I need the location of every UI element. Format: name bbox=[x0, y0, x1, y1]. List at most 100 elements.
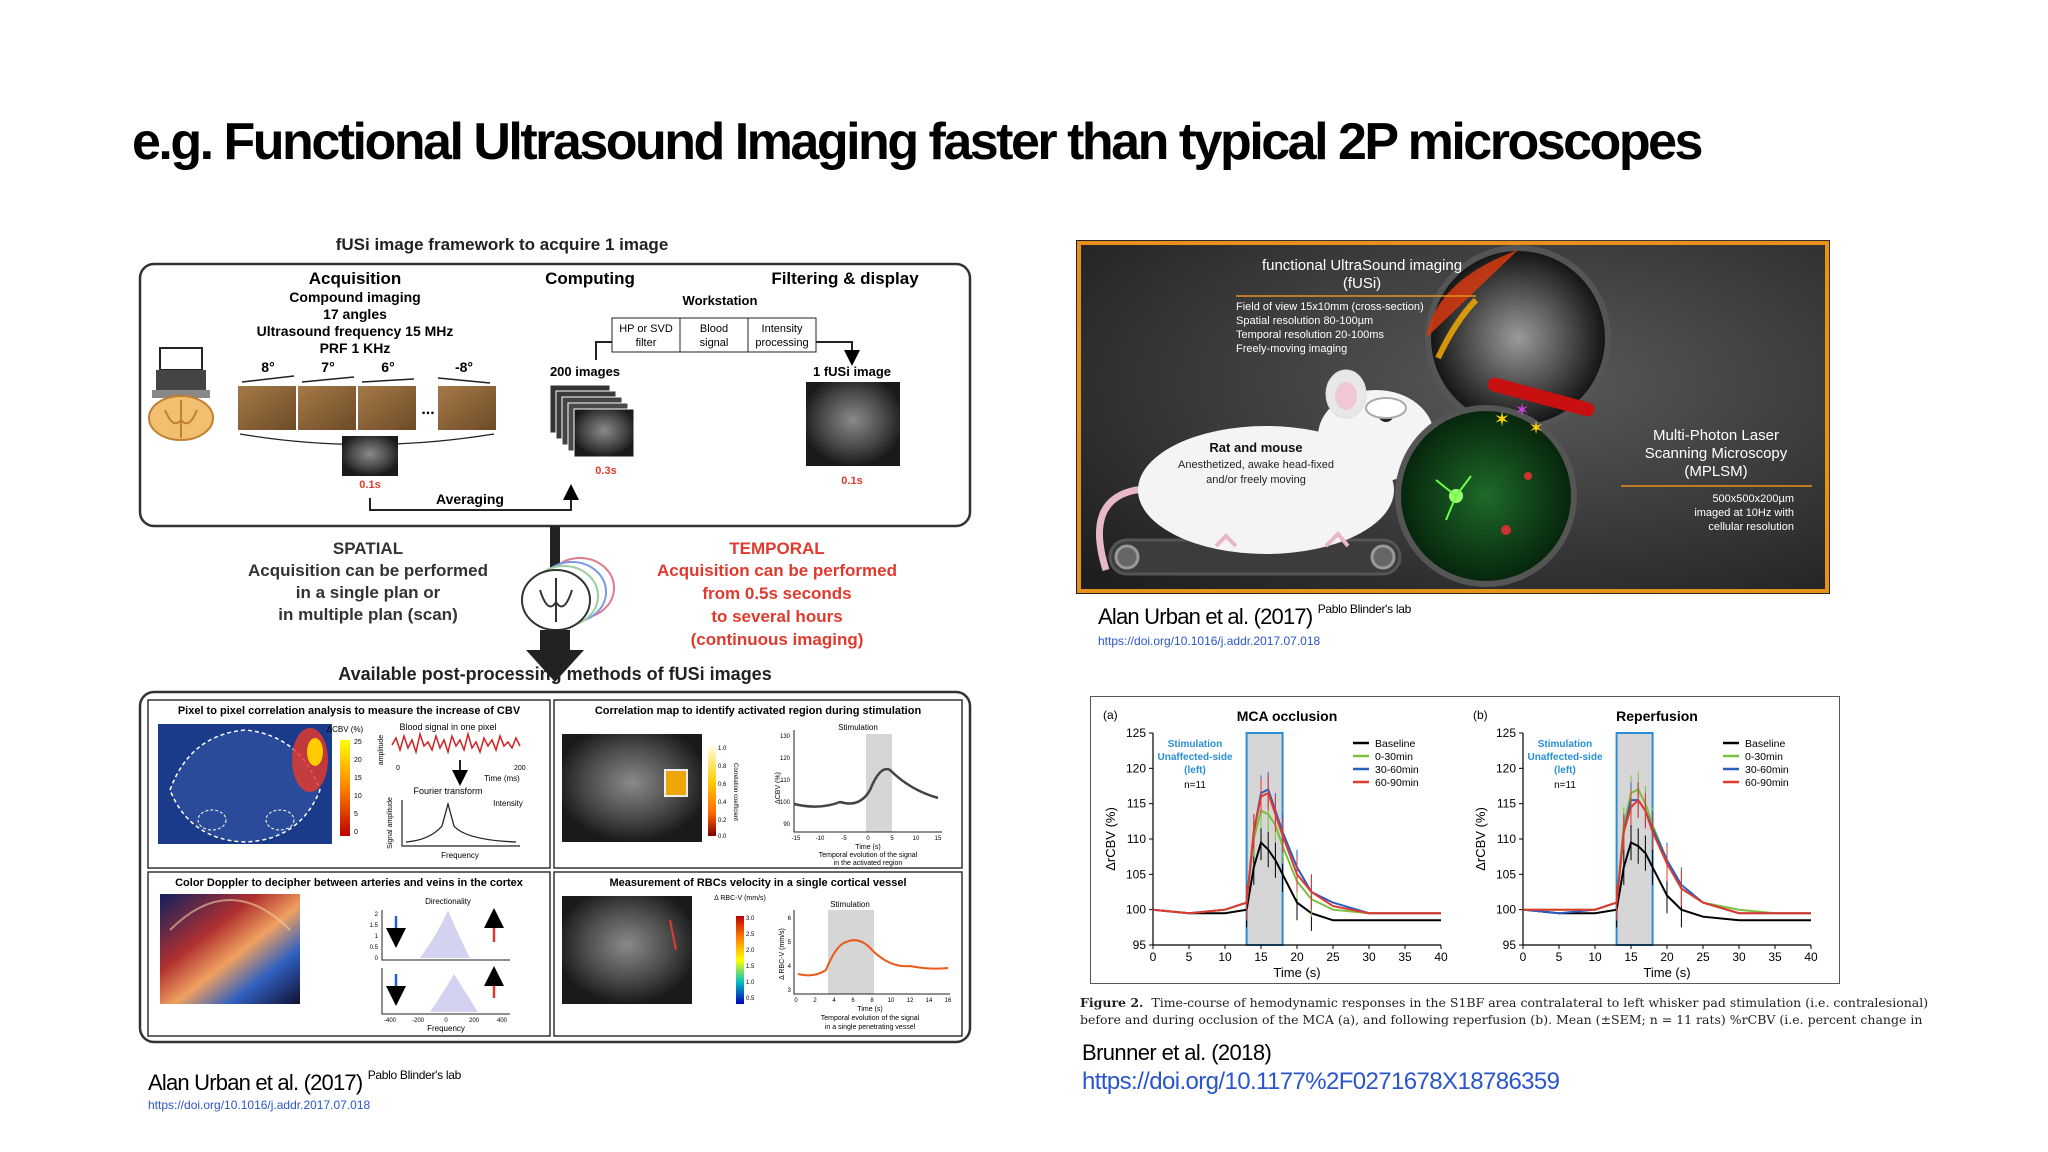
svg-text:Time (ms): Time (ms) bbox=[484, 774, 520, 783]
brain-slices-icon bbox=[521, 557, 615, 631]
svg-text:amplitude: amplitude bbox=[378, 735, 385, 765]
svg-text:3: 3 bbox=[788, 988, 792, 994]
blood-signal-trace bbox=[391, 731, 521, 755]
panel-title: Correlation map to identify activated re… bbox=[595, 705, 922, 717]
svg-text:in multiple plan (scan): in multiple plan (scan) bbox=[278, 605, 457, 624]
svg-text:(fUSi): (fUSi) bbox=[1343, 275, 1381, 292]
y-tick-label: 125 bbox=[1496, 726, 1516, 740]
n-label: n=11 bbox=[1184, 780, 1206, 791]
stimulation-window bbox=[1245, 732, 1284, 946]
fusi-image-label: 1 fUSi image bbox=[813, 364, 891, 379]
svg-text:Acquisition can be performed: Acquisition can be performed bbox=[248, 561, 488, 580]
svg-text:Freely-moving imaging: Freely-moving imaging bbox=[1236, 343, 1347, 355]
svg-text:Intensity: Intensity bbox=[493, 799, 523, 808]
citation-author: Alan Urban et al. (2017) bbox=[1098, 604, 1313, 629]
caption-label: Figure 2. bbox=[1080, 995, 1144, 1010]
svg-text:0: 0 bbox=[866, 836, 870, 842]
svg-text:2: 2 bbox=[813, 998, 817, 1004]
hemodynamic-figure: (a) MCA occlusion 0 5 10 15 20 25 30 35 40 95 100 105… bbox=[1090, 696, 1840, 984]
svg-text:1.5: 1.5 bbox=[746, 964, 755, 970]
svg-text:200: 200 bbox=[514, 765, 526, 772]
y-tick-label: 100 bbox=[1496, 903, 1516, 917]
legend-label: 60-90min bbox=[1745, 777, 1789, 789]
stimulation-annotation: (left) bbox=[1554, 765, 1576, 776]
slide-title: e.g. Functional Ultrasound Imaging faste… bbox=[132, 113, 1703, 171]
svg-text:-5: -5 bbox=[841, 836, 847, 842]
svg-text:-10: -10 bbox=[816, 836, 825, 842]
caption-line1: Time-course of hemodynamic responses in … bbox=[1151, 995, 1929, 1010]
svg-text:500x500x200µm: 500x500x200µm bbox=[1712, 493, 1794, 505]
y-tick-label: 110 bbox=[1127, 832, 1146, 846]
svg-text:90: 90 bbox=[783, 822, 790, 828]
svg-text:HP or SVD: HP or SVD bbox=[619, 323, 673, 335]
image-stack bbox=[549, 384, 635, 458]
mplsm-circle bbox=[1395, 405, 1577, 587]
svg-text:in the activated region: in the activated region bbox=[834, 860, 903, 867]
svg-text:filter: filter bbox=[636, 337, 657, 349]
svg-text:15: 15 bbox=[935, 836, 942, 842]
svg-text:12: 12 bbox=[907, 998, 914, 1004]
acquisition-line: Compound imaging bbox=[289, 289, 420, 305]
panel-title: Color Doppler to decipher between arteri… bbox=[175, 877, 524, 889]
svg-text:-200: -200 bbox=[412, 1018, 425, 1024]
cbv-colorbar bbox=[340, 740, 350, 836]
x-tick-label: 5 bbox=[1556, 950, 1563, 964]
rat-imaging-illustration: Rat and mouse Anesthetized, awake head-f… bbox=[1076, 240, 1830, 594]
svg-text:10: 10 bbox=[354, 793, 362, 800]
corr-colorbar bbox=[708, 746, 716, 836]
svg-text:0: 0 bbox=[354, 829, 358, 836]
y-axis-label: ΔrCBV (%) bbox=[1473, 807, 1488, 871]
y-axis-label: ΔrCBV (%) bbox=[1103, 807, 1118, 871]
svg-text:Acquisition can be performed: Acquisition can be performed bbox=[657, 561, 897, 580]
svg-text:5: 5 bbox=[354, 811, 358, 818]
caption-line2: before and during occlusion of the MCA (… bbox=[1080, 1012, 1923, 1027]
rbc-velocity-image bbox=[562, 896, 692, 1004]
y-tick-label: 100 bbox=[1126, 903, 1146, 917]
legend-label: 30-60min bbox=[1745, 764, 1789, 776]
svg-text:15: 15 bbox=[354, 775, 362, 782]
brunner-doi-link[interactable]: https://doi.org/10.1177%2F0271678X187863… bbox=[1082, 1068, 1560, 1095]
svg-text:0: 0 bbox=[396, 765, 400, 772]
workstation-label: Workstation bbox=[683, 293, 758, 308]
x-tick-label: 25 bbox=[1326, 950, 1340, 964]
citation-doi-link[interactable]: https://doi.org/10.1016/j.addr.2017.07.0… bbox=[148, 1098, 371, 1112]
svg-text:1.0: 1.0 bbox=[746, 980, 755, 986]
y-tick-label: 115 bbox=[1127, 797, 1146, 811]
y-tick-label: 120 bbox=[1496, 761, 1516, 775]
svg-text:100: 100 bbox=[780, 800, 791, 806]
panel-title: Measurement of RBCs velocity in a single… bbox=[609, 877, 906, 889]
y-tick-label: 95 bbox=[1133, 938, 1147, 952]
svg-text:-8°: -8° bbox=[455, 359, 473, 375]
legend-label: 0-30min bbox=[1375, 751, 1413, 763]
y-tick-label: 120 bbox=[1126, 761, 1146, 775]
n-label: n=11 bbox=[1554, 780, 1576, 791]
svg-text:0.8: 0.8 bbox=[718, 764, 727, 770]
rbc-trace bbox=[797, 939, 949, 977]
svg-text:200: 200 bbox=[469, 1018, 480, 1024]
citation-lab: Pablo Blinder's lab bbox=[367, 1068, 462, 1082]
svg-text:1.0: 1.0 bbox=[718, 746, 727, 752]
svg-text:6°: 6° bbox=[381, 359, 394, 375]
stimulation-annotation: Unaffected-side bbox=[1527, 752, 1602, 763]
processing-steps: HP or SVD filter Blood signal Intensity … bbox=[595, 317, 860, 366]
x-tick-label: 0 bbox=[1520, 950, 1527, 964]
citation-left: Alan Urban et al. (2017) Pablo Blinder's… bbox=[148, 1068, 462, 1096]
svg-text:-15: -15 bbox=[792, 836, 801, 842]
y-tick-label: 125 bbox=[1126, 726, 1146, 740]
citation-doi-link[interactable]: https://doi.org/10.1016/j.addr.2017.07.0… bbox=[1098, 634, 1321, 648]
acq-time: 0.1s bbox=[359, 479, 380, 491]
svg-text:Δ RBC-V (mm/s): Δ RBC-V (mm/s) bbox=[714, 895, 766, 902]
svg-text:Directionality: Directionality bbox=[425, 897, 471, 906]
svg-text:6: 6 bbox=[851, 998, 855, 1004]
svg-text:3.0: 3.0 bbox=[746, 916, 755, 922]
citation-author: Alan Urban et al. (2017) bbox=[148, 1070, 363, 1095]
filtering-title: Filtering & display bbox=[771, 269, 919, 288]
svg-text:10: 10 bbox=[913, 836, 920, 842]
acquisition-line: PRF 1 KHz bbox=[320, 340, 391, 356]
svg-text:0.6: 0.6 bbox=[718, 782, 727, 788]
svg-text:in a single plan or: in a single plan or bbox=[296, 583, 441, 602]
x-axis-label: Time (s) bbox=[1273, 965, 1320, 980]
svg-text:8: 8 bbox=[870, 998, 874, 1004]
svg-text:✶: ✶ bbox=[1514, 400, 1529, 420]
vessel-icon bbox=[1487, 377, 1595, 417]
